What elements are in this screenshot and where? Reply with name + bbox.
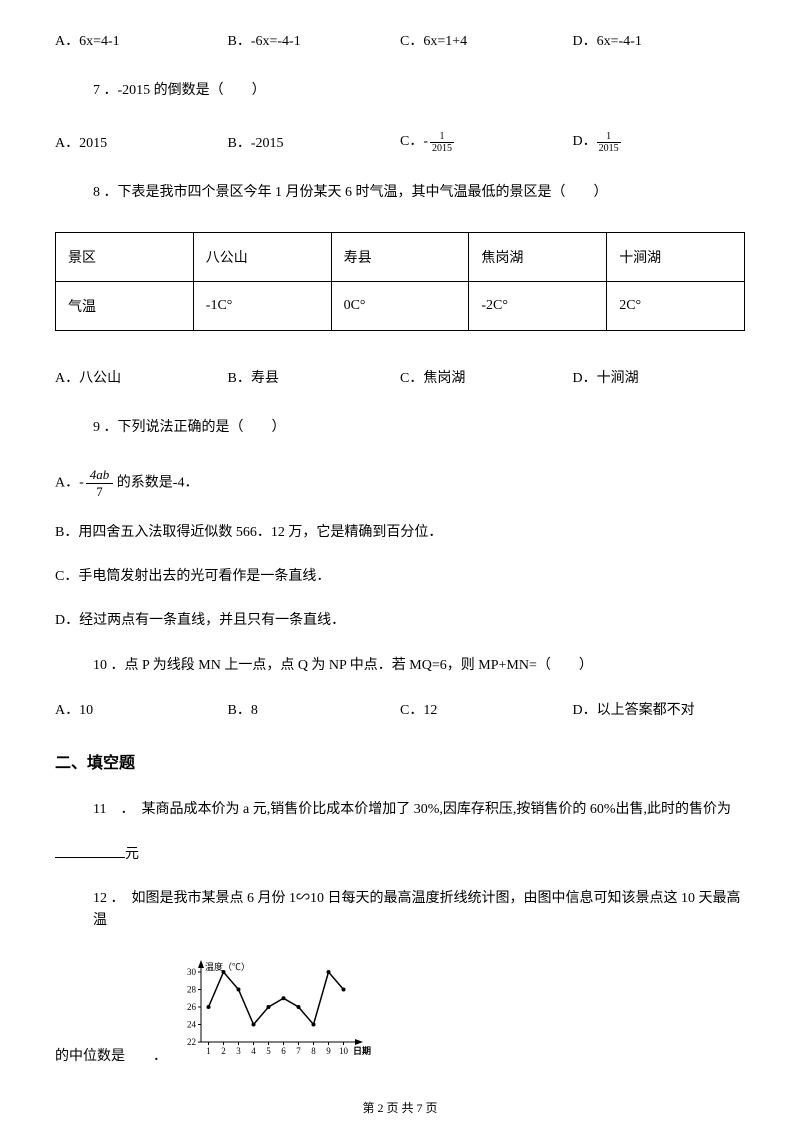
q7-d-frac-bot: 2015 bbox=[597, 143, 621, 154]
q10-opt-b: B．8 bbox=[228, 699, 401, 719]
section-2-heading: 二、填空题 bbox=[55, 749, 745, 773]
q9-a-fraction: 4ab 7 bbox=[86, 467, 114, 499]
svg-text:28: 28 bbox=[187, 984, 197, 994]
svg-text:日期: 日期 bbox=[353, 1045, 371, 1056]
q8-opt-d: D．十涧湖 bbox=[573, 367, 746, 387]
svg-text:6: 6 bbox=[281, 1046, 286, 1056]
q7-opt-d: D． 1 2015 bbox=[573, 130, 746, 153]
q8-stem: 8 ．下表是我市四个景区今年 1 月份某天 6 时气温，其中气温最低的景区是（ … bbox=[93, 182, 745, 204]
svg-text:3: 3 bbox=[236, 1046, 241, 1056]
q9-opt-a: A．- 4ab 7 的系数是-4． bbox=[55, 467, 745, 499]
q7-opt-b: B．-2015 bbox=[228, 132, 401, 152]
q7-c-prefix: C． bbox=[400, 134, 423, 149]
q10-stem: 10 ．点 P 为线段 MN 上一点，点 Q 为 NP 中点．若 MQ=6，则 … bbox=[93, 655, 745, 677]
svg-text:8: 8 bbox=[311, 1046, 316, 1056]
q12-chart: 温度（℃） 日期 30 28 26 24 22 123456789 10 bbox=[171, 955, 371, 1065]
q7-opt-c: C．- 1 2015 bbox=[400, 130, 573, 153]
q7-d-fraction: 1 2015 bbox=[597, 131, 621, 154]
q9-a-frac-bot: 7 bbox=[86, 484, 114, 500]
svg-text:2: 2 bbox=[221, 1046, 226, 1056]
q8-opt-c: C．焦岗湖 bbox=[400, 367, 573, 387]
svg-text:30: 30 bbox=[187, 967, 197, 977]
q9-a-prefix: A． bbox=[55, 476, 79, 491]
q8-table: 景区 八公山 寿县 焦岗湖 十涧湖 气温 -1C° 0C° -2C° 2C° bbox=[55, 232, 745, 331]
q7-c-frac-top: 1 bbox=[430, 131, 454, 143]
q7-stem: 7 ．-2015 的倒数是（ ） bbox=[93, 80, 745, 102]
q8-rowlabel: 气温 bbox=[56, 282, 194, 331]
q12-tail-row: 的中位数是 ． 温度（℃） 日期 30 28 26 24 22 123456789 10 bbox=[55, 955, 745, 1065]
q8-options: A．八公山 B．寿县 C．焦岗湖 D．十涧湖 bbox=[55, 367, 745, 387]
q10-opt-a: A．10 bbox=[55, 699, 228, 719]
q8-t3: 2C° bbox=[607, 282, 745, 331]
q8-h2: 寿县 bbox=[331, 233, 469, 282]
q9-a-frac-top: 4ab bbox=[86, 467, 114, 484]
svg-text:22: 22 bbox=[187, 1037, 196, 1047]
q8-t0: -1C° bbox=[193, 282, 331, 331]
q8-h3: 焦岗湖 bbox=[469, 233, 607, 282]
table-row: 气温 -1C° 0C° -2C° 2C° bbox=[56, 282, 745, 331]
svg-text:1: 1 bbox=[206, 1046, 211, 1056]
q7-opt-a: A．2015 bbox=[55, 132, 228, 152]
svg-text:4: 4 bbox=[251, 1046, 256, 1056]
q8-opt-b: B．寿县 bbox=[228, 367, 401, 387]
q6-opt-b: B．-6x=-4-1 bbox=[228, 30, 401, 50]
svg-text:26: 26 bbox=[187, 1002, 197, 1012]
q9-a-neg: - bbox=[79, 472, 84, 494]
q10-opt-c: C．12 bbox=[400, 699, 573, 719]
table-row: 景区 八公山 寿县 焦岗湖 十涧湖 bbox=[56, 233, 745, 282]
q9-a-suffix: 的系数是-4． bbox=[113, 476, 198, 491]
q7-c-neg: - bbox=[423, 134, 428, 150]
q9-opt-d: D．经过两点有一条直线，并且只有一条直线． bbox=[55, 610, 745, 632]
svg-text:5: 5 bbox=[266, 1046, 271, 1056]
q9-opt-b: B．用四舍五入法取得近似数 566．12 万，它是精确到百分位． bbox=[55, 522, 745, 544]
q6-opt-d: D．6x=-4-1 bbox=[573, 30, 746, 50]
svg-text:7: 7 bbox=[296, 1046, 301, 1056]
q8-h4: 十涧湖 bbox=[607, 233, 745, 282]
q11-suffix: 元 bbox=[125, 847, 139, 862]
q7-d-prefix: D． bbox=[573, 134, 597, 149]
q6-opt-c: C．6x=1+4 bbox=[400, 30, 573, 50]
q8-t1: 0C° bbox=[331, 282, 469, 331]
svg-text:24: 24 bbox=[187, 1019, 197, 1029]
q7-c-fraction: 1 2015 bbox=[430, 131, 454, 154]
q9-stem: 9 ．下列说法正确的是（ ） bbox=[93, 417, 745, 439]
q11-blank-row: 元 bbox=[55, 844, 745, 866]
q12-line1: 12 ． 如图是我市某景点 6 月份 1∽10 日每天的最高温度折线统计图，由图… bbox=[93, 888, 745, 933]
q12-tail-prefix: 的中位数是 ． bbox=[55, 1045, 167, 1065]
q7-c-frac-bot: 2015 bbox=[430, 143, 454, 154]
q6-options: A．6x=4-1 B．-6x=-4-1 C．6x=1+4 D．6x=-4-1 bbox=[55, 30, 745, 50]
svg-text:9: 9 bbox=[326, 1046, 331, 1056]
q9-opt-c: C．手电筒发射出去的光可看作是一条直线． bbox=[55, 566, 745, 588]
q6-opt-a: A．6x=4-1 bbox=[55, 30, 228, 50]
q8-h0: 景区 bbox=[56, 233, 194, 282]
svg-text:10: 10 bbox=[339, 1046, 349, 1056]
q11-line1: 11 ． 某商品成本价为 a 元,销售价比成本价增加了 30%,因库存积压,按销… bbox=[93, 799, 745, 821]
q8-opt-a: A．八公山 bbox=[55, 367, 228, 387]
q7-d-frac-top: 1 bbox=[597, 131, 621, 143]
q10-options: A．10 B．8 C．12 D．以上答案都不对 bbox=[55, 699, 745, 719]
q10-opt-d: D．以上答案都不对 bbox=[573, 699, 746, 719]
page-footer: 第 2 页 共 7 页 bbox=[0, 1099, 800, 1116]
q8-t2: -2C° bbox=[469, 282, 607, 331]
svg-text:温度（℃）: 温度（℃） bbox=[205, 961, 250, 972]
q8-h1: 八公山 bbox=[193, 233, 331, 282]
q7-options: A．2015 B．-2015 C．- 1 2015 D． 1 2015 bbox=[55, 130, 745, 153]
q11-blank bbox=[55, 844, 125, 858]
